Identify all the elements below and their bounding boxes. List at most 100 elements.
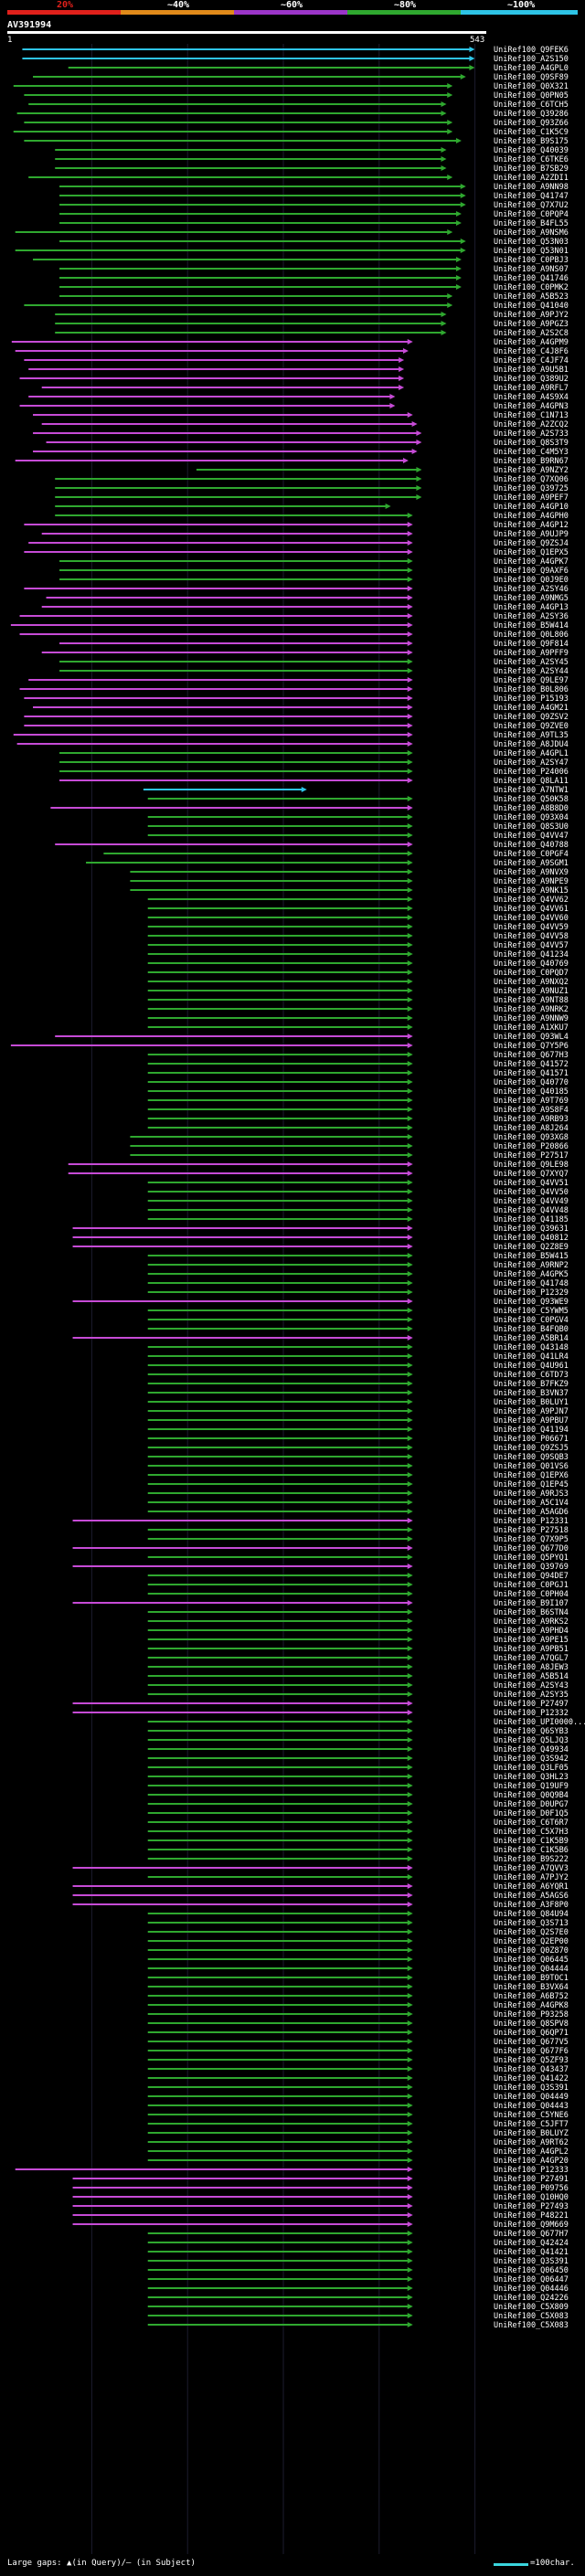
hit-label[interactable]: UniRef100_Q41234 bbox=[494, 950, 569, 959]
hit-label[interactable]: UniRef100_A9NNW9 bbox=[494, 1014, 569, 1023]
hit-label[interactable]: UniRef100_Q9ZSJ5 bbox=[494, 1444, 569, 1453]
hit-label[interactable]: UniRef100_C5JFT7 bbox=[494, 2120, 569, 2129]
hit-label[interactable]: UniRef100_Q3S713 bbox=[494, 1919, 569, 1928]
hit-label[interactable]: UniRef100_Q2Z8E9 bbox=[494, 1243, 569, 1252]
hit-label[interactable]: UniRef100_P27517 bbox=[494, 1151, 569, 1161]
hit-label[interactable]: UniRef100_Q9SQB3 bbox=[494, 1453, 569, 1462]
hit-label[interactable]: UniRef100_Q0X321 bbox=[494, 82, 569, 91]
hit-label[interactable]: UniRef100_Q4U961 bbox=[494, 1362, 569, 1371]
hit-label[interactable]: UniRef100_Q41194 bbox=[494, 1426, 569, 1435]
hit-label[interactable]: UniRef100_C0PGJ1 bbox=[494, 1581, 569, 1590]
hit-label[interactable]: UniRef100_C0PQD7 bbox=[494, 969, 569, 978]
hit-label[interactable]: UniRef100_Q5LJQ3 bbox=[494, 1736, 569, 1745]
hit-label[interactable]: UniRef100_Q93X04 bbox=[494, 813, 569, 822]
hit-label[interactable]: UniRef100_P48221 bbox=[494, 2211, 569, 2221]
hit-label[interactable]: UniRef100_A9TL35 bbox=[494, 731, 569, 740]
hit-label[interactable]: UniRef100_Q19UF9 bbox=[494, 1782, 569, 1791]
hit-label[interactable]: UniRef100_Q9ZSV2 bbox=[494, 713, 569, 722]
hit-label[interactable]: UniRef100_Q04446 bbox=[494, 2284, 569, 2294]
hit-label[interactable]: UniRef100_Q39631 bbox=[494, 1224, 569, 1234]
hit-label[interactable]: UniRef100_Q3S391 bbox=[494, 2083, 569, 2093]
hit-label[interactable]: UniRef100_Q0PN05 bbox=[494, 91, 569, 101]
hit-label[interactable]: UniRef100_D0F1Q5 bbox=[494, 1809, 569, 1818]
hit-label[interactable]: UniRef100_Q40770 bbox=[494, 1078, 569, 1087]
hit-label[interactable]: UniRef100_A4GPN3 bbox=[494, 402, 569, 411]
hit-label[interactable]: UniRef100_B7FKZ9 bbox=[494, 1380, 569, 1389]
hit-label[interactable]: UniRef100_A5B523 bbox=[494, 292, 569, 302]
hit-label[interactable]: UniRef100_Q41747 bbox=[494, 192, 569, 201]
hit-label[interactable]: UniRef100_Q04443 bbox=[494, 2102, 569, 2111]
hit-label[interactable]: UniRef100_A9NS07 bbox=[494, 265, 569, 274]
hit-label[interactable]: UniRef100_Q7X7U2 bbox=[494, 201, 569, 210]
hit-label[interactable]: UniRef100_Q41422 bbox=[494, 2074, 569, 2083]
hit-label[interactable]: UniRef100_A2ZCQ2 bbox=[494, 420, 569, 429]
hit-label[interactable]: UniRef100_C1K5B9 bbox=[494, 1837, 569, 1846]
hit-label[interactable]: UniRef100_A9NK15 bbox=[494, 886, 569, 896]
hit-label[interactable]: UniRef100_B5W415 bbox=[494, 1252, 569, 1261]
hit-label[interactable]: UniRef100_Q06445 bbox=[494, 1956, 569, 1965]
hit-label[interactable]: UniRef100_C0PGV4 bbox=[494, 1316, 569, 1325]
hit-label[interactable]: UniRef100_Q7X9P5 bbox=[494, 1535, 569, 1544]
hit-label[interactable]: UniRef100_A9PB51 bbox=[494, 1645, 569, 1654]
hit-label[interactable]: UniRef100_Q41748 bbox=[494, 1279, 569, 1288]
hit-label[interactable]: UniRef100_Q3LF05 bbox=[494, 1764, 569, 1773]
hit-label[interactable]: UniRef100_Q5PYQ1 bbox=[494, 1553, 569, 1563]
hit-label[interactable]: UniRef100_A9UJP9 bbox=[494, 530, 569, 539]
hit-label[interactable]: UniRef100_A9PFF9 bbox=[494, 649, 569, 658]
hit-label[interactable]: UniRef100_P06671 bbox=[494, 1435, 569, 1444]
hit-label[interactable]: UniRef100_Q2S7E0 bbox=[494, 1928, 569, 1937]
hit-label[interactable]: UniRef100_Q40788 bbox=[494, 841, 569, 850]
hit-label[interactable]: UniRef100_C6TKE6 bbox=[494, 155, 569, 164]
hit-label[interactable]: UniRef100_B0LUY1 bbox=[494, 1398, 569, 1407]
hit-label[interactable]: UniRef100_A4GP20 bbox=[494, 2157, 569, 2166]
hit-label[interactable]: UniRef100_A9PHD4 bbox=[494, 1627, 569, 1636]
hit-label[interactable]: UniRef100_A9T769 bbox=[494, 1097, 569, 1106]
hit-label[interactable]: UniRef100_P12329 bbox=[494, 1288, 569, 1298]
hit-label[interactable]: UniRef100_C5X7H3 bbox=[494, 1828, 569, 1837]
hit-label[interactable]: UniRef100_Q43437 bbox=[494, 2065, 569, 2074]
hit-label[interactable]: UniRef100_Q9SF89 bbox=[494, 73, 569, 82]
hit-label[interactable]: UniRef100_Q4VV49 bbox=[494, 1197, 569, 1206]
hit-label[interactable]: UniRef100_Q40769 bbox=[494, 959, 569, 969]
hit-label[interactable]: UniRef100_Q41LR4 bbox=[494, 1352, 569, 1362]
hit-label[interactable]: UniRef100_B4FL55 bbox=[494, 219, 569, 228]
hit-label[interactable]: UniRef100_Q677H3 bbox=[494, 1051, 569, 1060]
hit-label[interactable]: UniRef100_C0PQP4 bbox=[494, 210, 569, 219]
hit-label[interactable]: UniRef100_C0PMK2 bbox=[494, 283, 569, 292]
hit-label[interactable]: UniRef100_B3VX64 bbox=[494, 1983, 569, 1992]
hit-label[interactable]: UniRef100_A6YQR1 bbox=[494, 1882, 569, 1892]
hit-label[interactable]: UniRef100_Q1EPX6 bbox=[494, 1471, 569, 1480]
hit-label[interactable]: UniRef100_P93258 bbox=[494, 2010, 569, 2019]
hit-label[interactable]: UniRef100_Q4VV59 bbox=[494, 923, 569, 932]
hit-label[interactable]: UniRef100_Q53N01 bbox=[494, 247, 569, 256]
hit-label[interactable]: UniRef100_A9NXQ2 bbox=[494, 978, 569, 987]
hit-label[interactable]: UniRef100_A3F8P0 bbox=[494, 1901, 569, 1910]
hit-label[interactable]: UniRef100_Q8LA11 bbox=[494, 777, 569, 786]
hit-label[interactable]: UniRef100_A4GP12 bbox=[494, 521, 569, 530]
hit-label[interactable]: UniRef100_A4GPL1 bbox=[494, 749, 569, 758]
hit-label[interactable]: UniRef100_Q06450 bbox=[494, 2266, 569, 2275]
hit-label[interactable]: UniRef100_B9I107 bbox=[494, 1599, 569, 1608]
hit-label[interactable]: UniRef100_A9U5B1 bbox=[494, 366, 569, 375]
hit-label[interactable]: UniRef100_P12332 bbox=[494, 1709, 569, 1718]
hit-label[interactable]: UniRef100_Q53N03 bbox=[494, 238, 569, 247]
hit-label[interactable]: UniRef100_Q8S3U0 bbox=[494, 822, 569, 832]
hit-label[interactable]: UniRef100_Q0J9E0 bbox=[494, 576, 569, 585]
hit-label[interactable]: UniRef100_Q41040 bbox=[494, 302, 569, 311]
hit-label[interactable]: UniRef100_A4S9X4 bbox=[494, 393, 569, 402]
hit-label[interactable]: UniRef100_Q84U94 bbox=[494, 1910, 569, 1919]
hit-label[interactable]: UniRef100_A9RT62 bbox=[494, 2138, 569, 2147]
hit-label[interactable]: UniRef100_A5AGS6 bbox=[494, 1892, 569, 1901]
hit-label[interactable]: UniRef100_C6TCH5 bbox=[494, 101, 569, 110]
hit-label[interactable]: UniRef100_A2S150 bbox=[494, 55, 569, 64]
hit-label[interactable]: UniRef100_C4JF74 bbox=[494, 356, 569, 366]
hit-label[interactable]: UniRef100_P15193 bbox=[494, 694, 569, 704]
hit-label[interactable]: UniRef100_A9NRK2 bbox=[494, 1005, 569, 1014]
hit-label[interactable]: UniRef100_Q39769 bbox=[494, 1563, 569, 1572]
hit-label[interactable]: UniRef100_C1N713 bbox=[494, 411, 569, 420]
hit-label[interactable]: UniRef100_Q8S3T9 bbox=[494, 439, 569, 448]
hit-label[interactable]: UniRef100_UPI0000... bbox=[494, 1718, 585, 1727]
hit-label[interactable]: UniRef100_A5B514 bbox=[494, 1672, 569, 1681]
hit-label[interactable]: UniRef100_Q42424 bbox=[494, 2239, 569, 2248]
hit-label[interactable]: UniRef100_Q9ZSJ4 bbox=[494, 539, 569, 548]
